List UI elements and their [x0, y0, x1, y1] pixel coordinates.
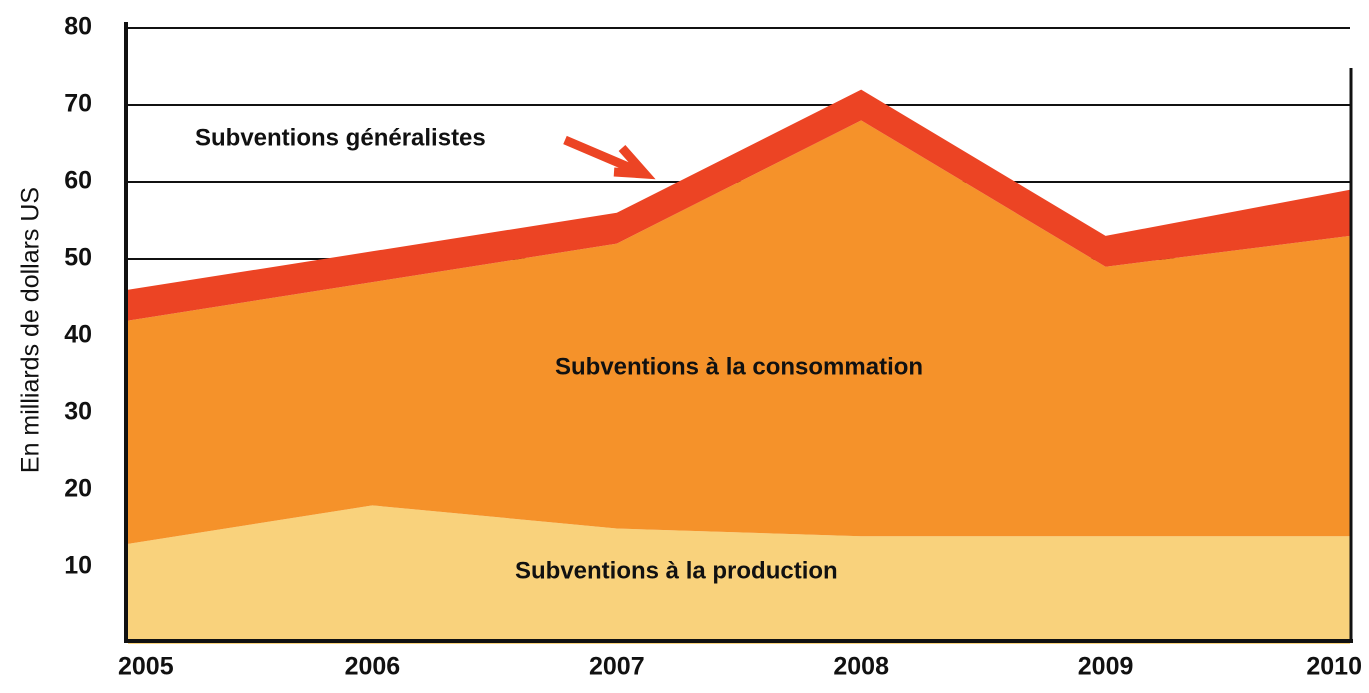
- y-tick-label: 30: [64, 398, 92, 426]
- x-tick-label: 2005: [118, 653, 174, 681]
- y-tick-label: 10: [64, 552, 92, 580]
- arrow: [563, 135, 656, 180]
- series-label: Subventions à la production: [515, 557, 838, 584]
- y-tick-label: 20: [64, 475, 92, 503]
- x-tick-label: 2009: [1078, 653, 1134, 681]
- y-tick-label: 70: [64, 90, 92, 118]
- y-tick-label: 80: [64, 13, 92, 41]
- x-tick-label: 2006: [345, 653, 401, 681]
- y-axis-label: En milliards de dollars US: [17, 187, 45, 473]
- y-tick-label: 60: [64, 167, 92, 195]
- areas: [128, 89, 1350, 644]
- series-label: Subventions généralistes: [195, 124, 486, 151]
- y-tick-label: 50: [64, 244, 92, 272]
- series-label: Subventions à la consommation: [555, 353, 923, 380]
- area: [128, 505, 1350, 644]
- y-tick-label: 40: [64, 321, 92, 349]
- area: [128, 120, 1350, 544]
- x-tick-label: 2010: [1306, 653, 1362, 681]
- area: [128, 89, 1350, 321]
- x-tick-label: 2008: [833, 653, 889, 681]
- x-tick-label: 2007: [589, 653, 645, 681]
